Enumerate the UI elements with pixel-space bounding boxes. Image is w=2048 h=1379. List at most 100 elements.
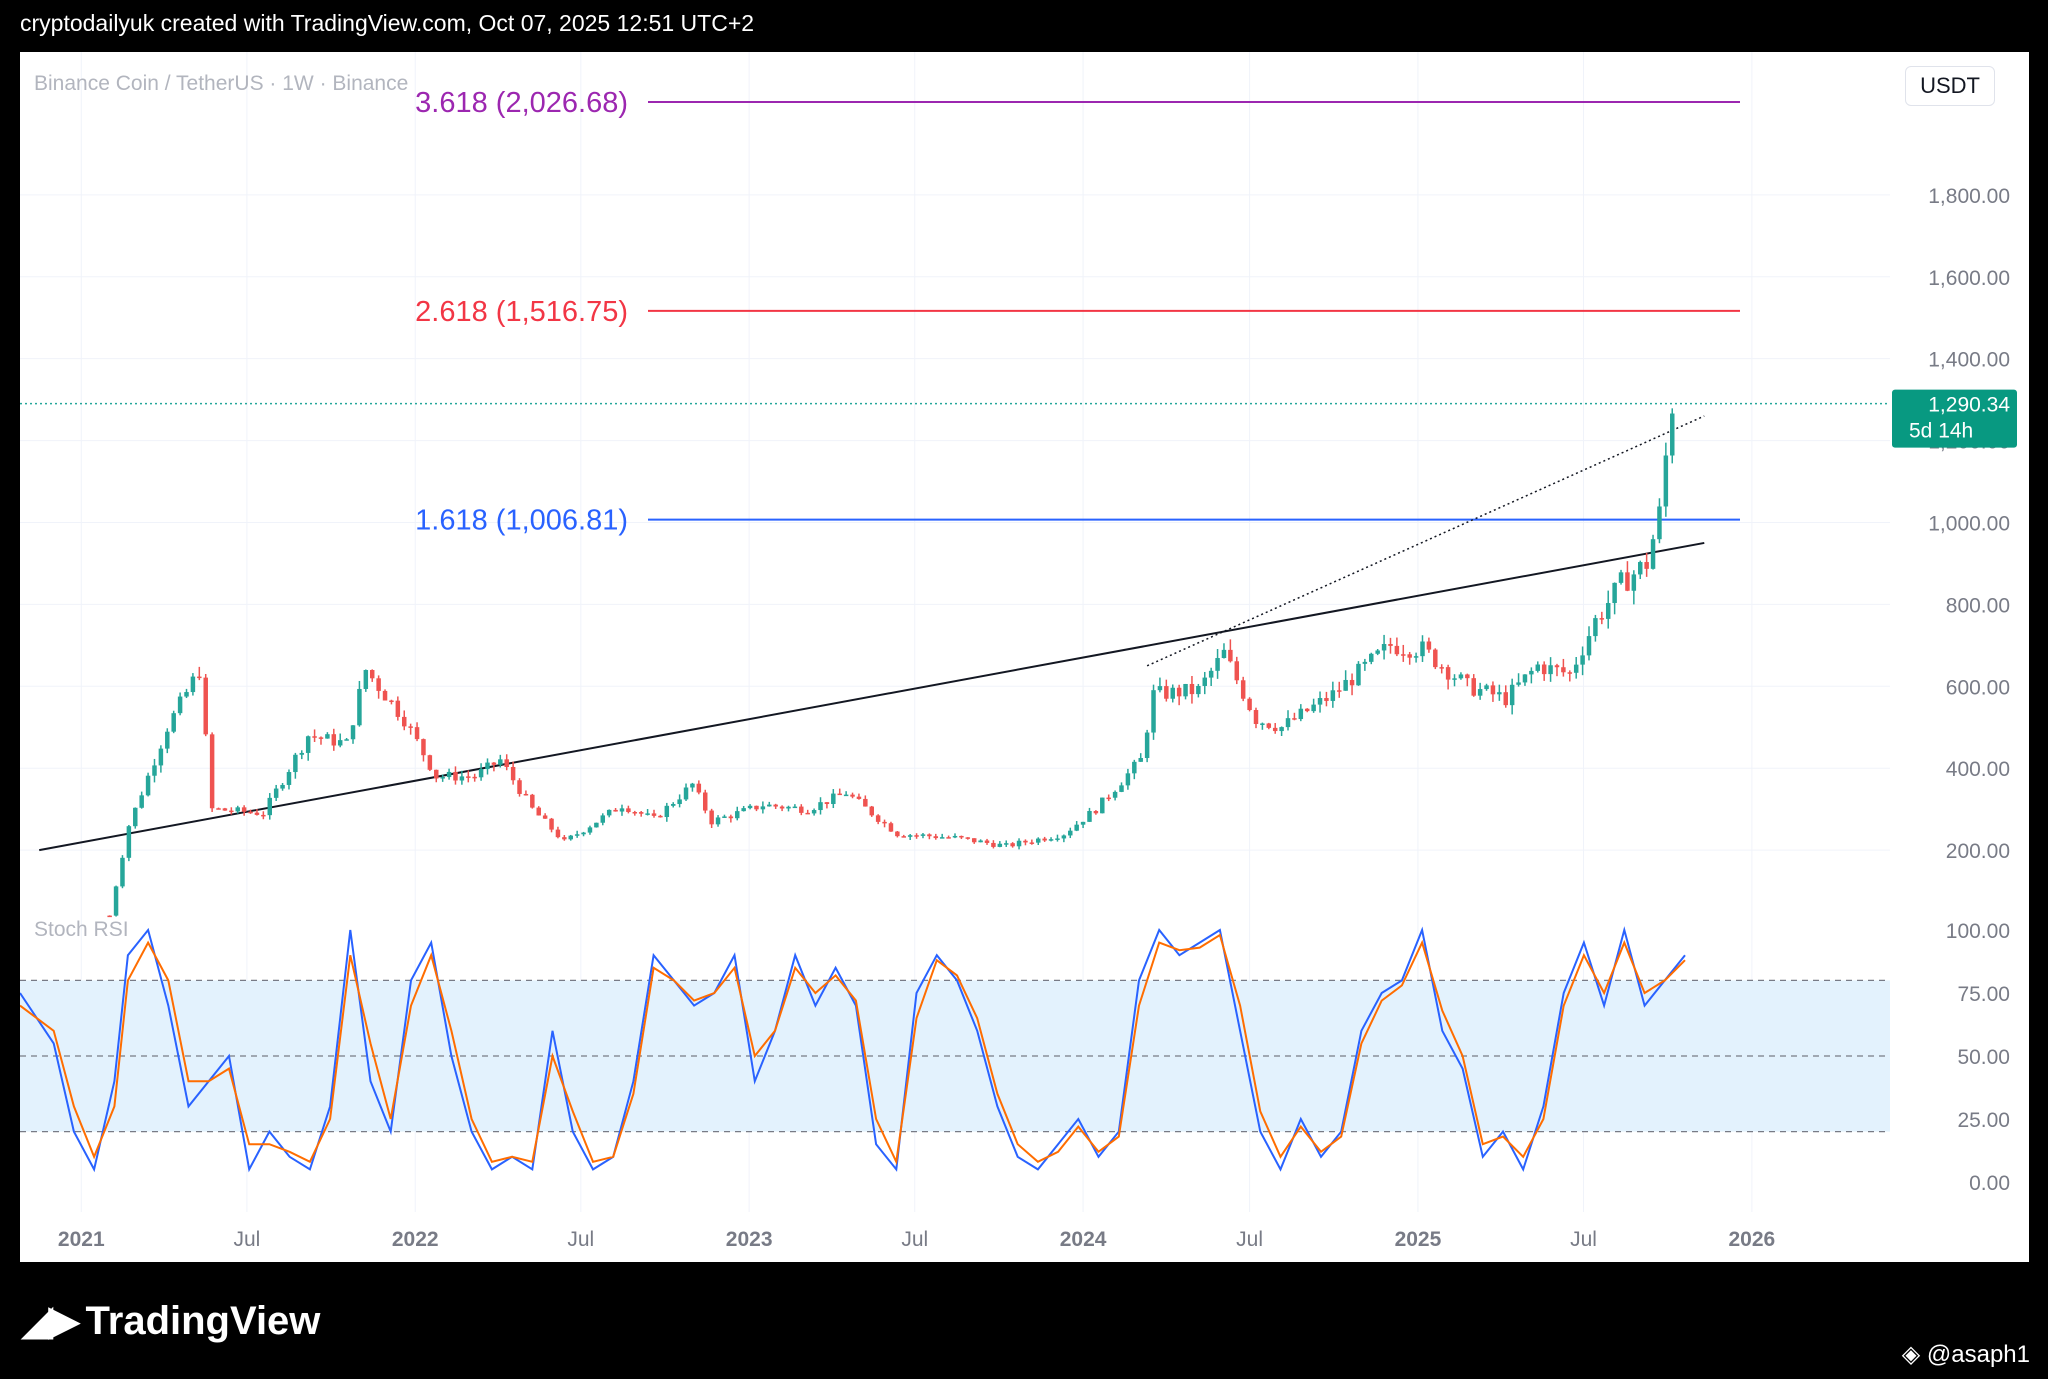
candle-body [395,700,401,717]
x-tick-label: Jul [1570,1228,1597,1251]
candle-body [305,736,311,753]
candle-body [472,776,477,779]
candle-body [683,787,689,800]
candle-body [1593,618,1598,637]
candle-body [177,696,183,714]
candle-body [1670,413,1675,456]
candle-body [869,806,874,816]
candle-body [171,713,176,732]
candle-body [459,776,465,781]
fib-level-label: 3.618 (2,026.68) [415,87,628,119]
candle-body [229,810,234,813]
candle-body [523,793,529,796]
candle-body [1580,655,1585,665]
candle-body [971,838,977,843]
candle-body [619,808,625,812]
candle-body [1202,677,1208,686]
candle-body [344,739,349,741]
candle-body [126,826,132,858]
candle-body [1068,830,1073,836]
candle-body [1164,686,1169,699]
candle-body [581,832,586,835]
candle-body [530,794,535,808]
candle-body [113,886,119,916]
candle-body [1023,840,1028,843]
candle-body [1394,645,1400,655]
candle-body [1324,698,1329,701]
candle-body [331,734,337,746]
y-tick-label: 1,400.00 [1928,349,2010,372]
candle-body [1356,663,1361,686]
candle-body [299,752,305,755]
candle-body [1407,654,1412,658]
candle-body [1074,824,1079,831]
candle-body [677,799,682,805]
candle-body [440,777,445,779]
candle-body [1349,679,1355,686]
candle-body [184,692,189,697]
trendline-dotted [1146,415,1705,667]
candle-body [382,690,388,701]
stoch-y-tick-label: 25.00 [1957,1109,2010,1132]
currency-selector-button[interactable]: USDT [1905,66,1995,106]
candle-body [1112,791,1118,798]
candle-body [568,835,573,840]
candle-body [376,678,381,691]
candle-body [1003,843,1009,845]
candle-body [267,797,273,816]
candle-body [1573,664,1579,673]
candle-body [369,670,375,679]
candle-body [645,813,650,815]
candle-body [1100,797,1105,814]
x-tick-label: Jul [567,1228,594,1251]
price-chart-svg[interactable]: 2021 Jul 2022 Jul 2023 Jul 2024 Jul 2025 Jul 2026 2… [20,52,2029,1262]
x-tick-label: 2021 [58,1228,105,1251]
candle-body [831,793,836,805]
binance-diamond-icon: ◈ [1901,1341,1921,1368]
x-tick-label: 2026 [1728,1228,1775,1251]
candle-body [613,809,618,812]
candle-body [651,813,657,816]
candle-body [1644,562,1649,569]
candle-body [216,808,221,810]
candle-body [747,805,753,809]
candle-body [888,823,894,832]
candle-body [1266,723,1272,728]
candle-body [1106,797,1111,800]
brand-name: TradingView [85,1298,321,1343]
candle-body [158,748,164,766]
candle-body [927,834,932,837]
candle-body [1010,843,1015,847]
candle-body [190,676,196,693]
candle-body [254,812,260,815]
candle-body [408,726,413,728]
candle-body [1516,682,1521,685]
candle-body [318,737,324,739]
candle-body [1285,718,1291,728]
y-tick-label: 1,600.00 [1928,267,2010,290]
candle-body [965,837,971,839]
candle-body [1138,758,1143,762]
candle-body [837,793,842,796]
chart-area[interactable]: 2021 Jul 2022 Jul 2023 Jul 2024 Jul 2025 Jul 2026 2… [20,52,2029,1262]
candle-body [1413,656,1419,658]
candle-body [139,795,144,808]
candle-body [466,776,471,778]
candle-body [1080,821,1086,825]
candle-body [632,812,638,814]
candle-body [587,827,593,833]
candle-body [952,835,958,838]
y-tick-label: 200.00 [1946,840,2010,863]
candle-body [856,796,862,799]
candle-body [1637,562,1643,575]
candle-body [1458,674,1464,679]
candle-body [690,783,695,788]
candle-body [1618,572,1624,583]
candle-body [670,804,676,806]
candle-body [402,716,407,727]
candle-body [510,766,516,781]
candle-body [1221,649,1227,659]
candle-body [1369,653,1374,662]
candle-body [1484,685,1489,690]
candle-body [1330,690,1336,701]
